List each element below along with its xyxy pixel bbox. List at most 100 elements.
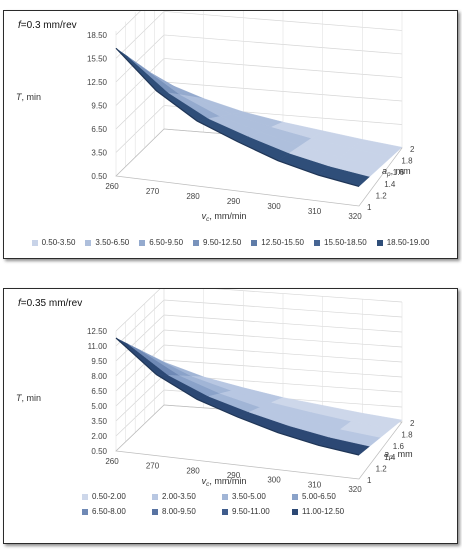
legend-label: 8.00-9.50 — [162, 507, 196, 516]
depth-tick-label: 2 — [410, 419, 415, 428]
x-tick-label: 260 — [105, 182, 119, 191]
legend-swatch — [139, 239, 146, 246]
legend-label: 6.50-9.50 — [149, 238, 184, 247]
z-tick-label: 0.50 — [91, 447, 107, 456]
z-tick-label: 2.00 — [91, 432, 107, 441]
z-tick-label: 15.50 — [87, 54, 108, 63]
legend-swatch — [152, 508, 158, 515]
surface-plot-1: 0.50 3.50 6.50 9.50 12.50 15.50 18.50 260 270 280… — [16, 11, 415, 223]
depth-tick-label: 1.8 — [401, 430, 413, 439]
z-tick-label: 9.50 — [91, 101, 107, 110]
legend-item: 3.50-5.00 — [222, 492, 288, 501]
surface-facet — [115, 48, 169, 94]
legend-item: 9.50-12.50 — [193, 238, 241, 247]
depth-tick-label: 1.6 — [393, 442, 405, 451]
chart-title-1-rest: =0.3 mm/rev — [20, 20, 77, 31]
legend-item: 9.50-11.00 — [222, 507, 288, 516]
z-tick-label: 6.50 — [91, 387, 107, 396]
legend-1: 0.50-3.50 3.50-6.50 6.50-9.50 9.50-12.50 12.… — [4, 238, 457, 250]
z-tick-label: 11.00 — [88, 342, 108, 351]
surface-front-edge — [115, 337, 360, 456]
legend-swatch — [82, 508, 88, 515]
z-tick-label: 12.50 — [87, 327, 108, 336]
legend-label: 0.50-3.50 — [41, 238, 76, 247]
x-tick-label: 280 — [186, 466, 200, 475]
x-tick-label: 290 — [227, 471, 241, 480]
legend-item: 18.50-19.00 — [376, 238, 430, 247]
depth-tick-label: 2 — [410, 145, 415, 154]
surface-plot-2: 0.50 2.00 3.50 5.00 6.50 8.00 9.50 11.00 12.50 26… — [16, 289, 415, 494]
depth-tick-label: 1.2 — [376, 465, 388, 474]
legend-label: 12.50-15.50 — [261, 238, 304, 247]
x-axis-label: vc, mm/min — [202, 476, 247, 488]
chart-panel-2: f=0.35 mm/rev 0.50 2.00 3.50 5.00 6.50 8.00 9.… — [3, 288, 458, 544]
x-tick-label: 260 — [105, 457, 119, 466]
chart-title-2-var: f — [18, 298, 21, 309]
chart-panel-1: f=0.3 mm/rev 0.50 3.50 6.50 9.50 12.50 15.50 1… — [3, 10, 458, 259]
floor-outline — [115, 128, 403, 207]
legend-item: 0.50-2.00 — [82, 492, 148, 501]
depth-axis-label: ap, mm — [384, 449, 413, 461]
legend-item: 15.50-18.50 — [314, 238, 367, 247]
legend-item: 0.50-3.50 — [31, 238, 76, 247]
x-tick-label: 290 — [227, 197, 241, 206]
z-tick-label: 8.00 — [91, 372, 107, 381]
depth-axis-label: ap, mm — [382, 166, 411, 178]
legend-swatch — [376, 239, 383, 246]
legend-swatch — [82, 493, 88, 500]
depth-tick-label: 1.2 — [376, 191, 388, 200]
gridline-z — [115, 11, 141, 36]
chart-title-2: f=0.35 mm/rev — [18, 298, 82, 309]
legend-label: 9.50-11.00 — [232, 507, 270, 516]
z-tick-label: 12.50 — [87, 78, 108, 87]
x-tick-label: 310 — [308, 480, 322, 489]
legend-swatch — [222, 508, 228, 515]
x-tick-label: 320 — [348, 485, 362, 494]
legend-label: 9.50-12.50 — [203, 238, 242, 247]
legend-item: 8.00-9.50 — [152, 507, 218, 516]
surface-facet — [115, 337, 169, 376]
legend-item: 2.00-3.50 — [152, 492, 218, 501]
z-tick-label: 18.50 — [87, 31, 108, 40]
gridline-z — [115, 289, 403, 332]
legend-swatch — [292, 508, 298, 515]
legend-swatch — [292, 493, 298, 500]
z-axis-label: T, min — [16, 393, 41, 403]
gridline-z — [115, 34, 403, 83]
legend-swatch — [251, 239, 258, 246]
depth-tick-label: 1 — [367, 476, 372, 485]
legend-label: 18.50-19.00 — [386, 238, 430, 247]
surface-front-edge — [115, 47, 360, 187]
chart-title-1: f=0.3 mm/rev — [18, 20, 77, 31]
z-tick-label: 0.50 — [91, 172, 107, 181]
depth-tick-label: 1.8 — [401, 157, 413, 166]
surface-facet — [350, 139, 403, 158]
depth-tick-label: 1.4 — [384, 180, 396, 189]
x-tick-label: 310 — [308, 207, 322, 216]
floor-outline — [115, 404, 403, 480]
surface-facet — [350, 412, 403, 429]
legend-label: 15.50-18.50 — [324, 238, 367, 247]
legend-label: 3.50-5.00 — [232, 492, 266, 501]
chart-title-1-var: f — [18, 20, 21, 31]
x-tick-label: 300 — [267, 202, 281, 211]
legend-item: 5.00-6.50 — [292, 492, 358, 501]
z-axis-label: T, min — [16, 92, 41, 102]
legend-label: 5.00-6.50 — [302, 492, 336, 501]
z-tick-label: 5.00 — [91, 402, 107, 411]
depth-tick-label: 1.6 — [393, 168, 405, 177]
legend-item: 12.50-15.50 — [251, 238, 304, 247]
legend-item: 11.00-12.50 — [292, 507, 358, 516]
legend-swatch — [31, 239, 38, 246]
legend-label: 3.50-6.50 — [95, 238, 130, 247]
x-tick-label: 300 — [267, 476, 281, 485]
legend-swatch — [193, 239, 200, 246]
z-tick-label: 3.50 — [91, 417, 107, 426]
depth-tick-label: 1.4 — [384, 453, 396, 462]
gridline-z — [115, 299, 403, 347]
x-tick-label: 270 — [146, 187, 160, 196]
x-axis-label: vc, mm/min — [202, 211, 247, 223]
depth-tick-label: 1 — [367, 203, 372, 212]
chart-title-2-rest: =0.35 mm/rev — [20, 298, 83, 309]
z-tick-label: 9.50 — [91, 357, 107, 366]
